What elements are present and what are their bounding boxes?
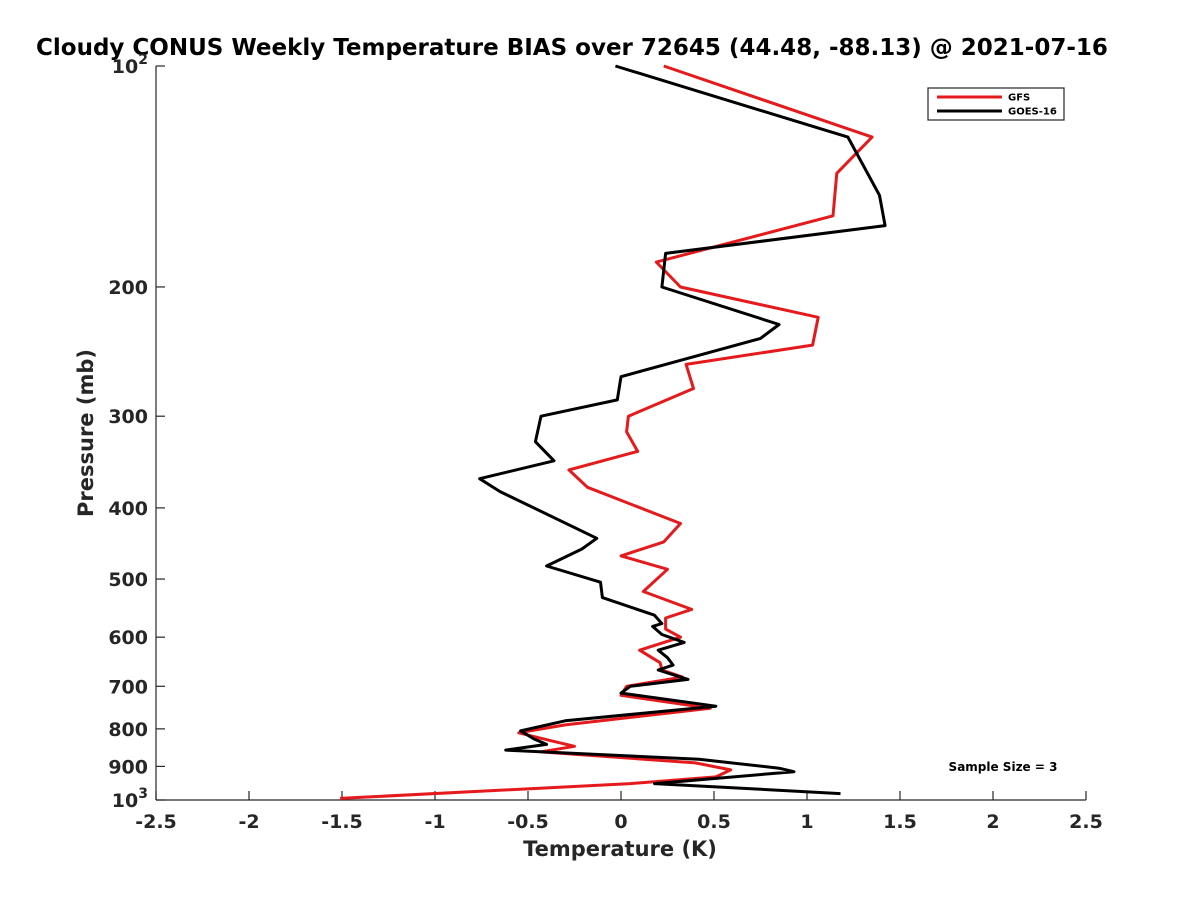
x-tick-label: -2.5 [135, 811, 177, 833]
y-tick-label: 102 [112, 52, 148, 78]
legend-label: GFS [1008, 93, 1030, 104]
x-tick-label: -2 [238, 811, 259, 833]
x-tick-label: 1 [800, 811, 813, 833]
x-axis: -2.5 -2 -1.5 -1 -0.5 0 0.5 1 1.5 2 2.5 [135, 791, 1103, 833]
x-tick-label: -1 [424, 811, 445, 833]
x-tick-label: -0.5 [507, 811, 549, 833]
y-tick-label: 400 [108, 498, 148, 520]
y-tick-label: 600 [108, 627, 148, 649]
x-tick-label: 2.5 [1069, 811, 1103, 833]
x-tick-label: 0 [614, 811, 627, 833]
y-tick-label: 900 [108, 756, 148, 778]
chart-title: Cloudy CONUS Weekly Temperature BIAS ove… [36, 35, 1108, 61]
y-tick-label: 800 [108, 719, 148, 741]
series-line-goes-16 [478, 64, 887, 796]
y-axis: 102 200 300 400 500 600 700 800 900 103 [108, 52, 165, 812]
y-tick-label: 300 [108, 406, 148, 428]
legend: GFS GOES-16 [927, 87, 1065, 121]
x-tick-label: -1.5 [321, 811, 363, 833]
plot-area [155, 66, 1086, 801]
y-tick-label: 700 [108, 676, 148, 698]
x-tick-label: 1.5 [883, 811, 917, 833]
legend-box [927, 87, 1065, 121]
x-axis-label: Temperature (K) [523, 837, 717, 861]
legend-label: GOES-16 [1008, 107, 1057, 118]
y-tick-label: 103 [112, 786, 148, 812]
series-layer [340, 64, 887, 800]
y-tick-label: 200 [108, 277, 148, 299]
y-tick-label: 500 [108, 569, 148, 591]
x-tick-label: 0.5 [697, 811, 731, 833]
x-tick-label: 2 [986, 811, 999, 833]
y-axis-label: Pressure (mb) [74, 349, 98, 517]
series-line-gfs [340, 64, 874, 800]
sample-size-note: Sample Size = 3 [949, 760, 1058, 774]
